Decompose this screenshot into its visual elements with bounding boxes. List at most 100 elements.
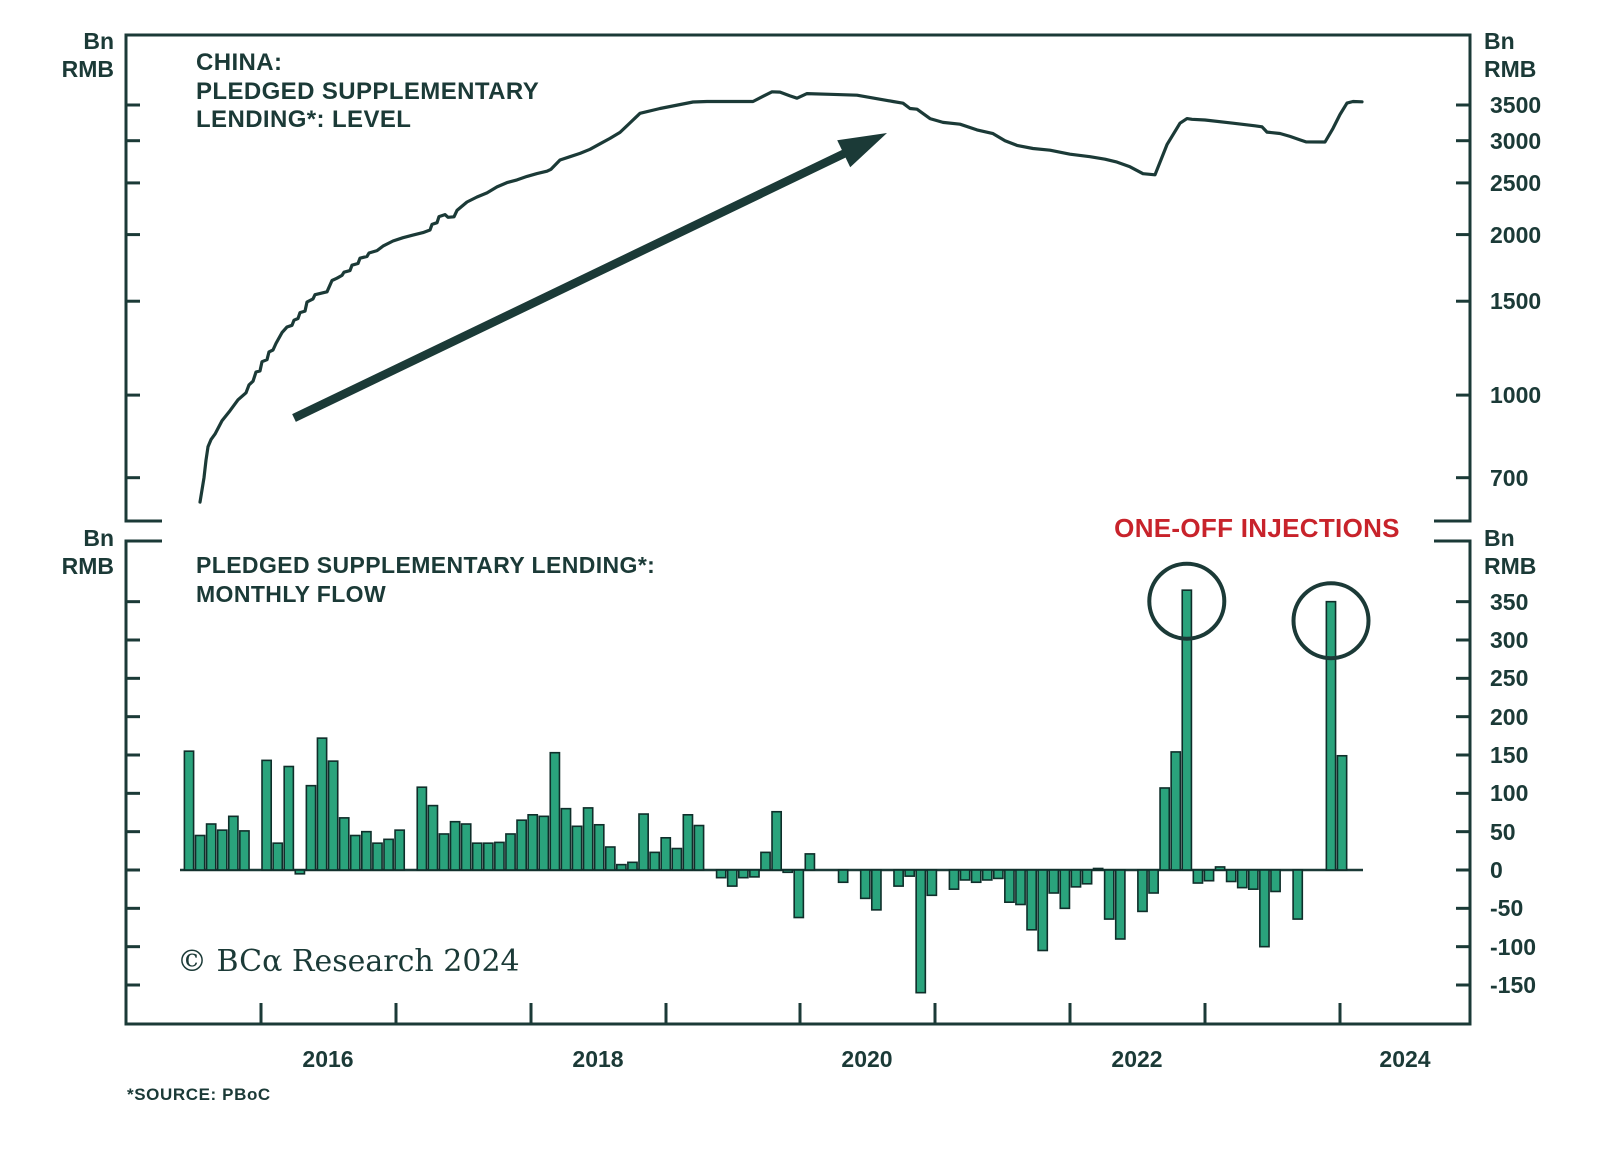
bottom-chart-title-line1: PLEDGED SUPPLEMENTARY LENDING*: [196, 552, 656, 578]
top-left-axis-unit-label: Bn RMB [62, 27, 114, 83]
flow-bar-5 [239, 830, 250, 871]
flow-bar-48 [715, 869, 727, 879]
top-right-ytick-label-2500: 2500 [1490, 169, 1542, 196]
flow-bar-15 [349, 834, 361, 871]
flow-bar-65 [904, 869, 916, 877]
psl-level-line [198, 90, 1364, 504]
flow-bar-97 [1259, 869, 1270, 948]
bottom-right-ytick-label-150: 150 [1490, 742, 1529, 768]
unit-bn: Bn [1484, 28, 1515, 54]
flow-bar-18 [383, 838, 394, 871]
source-text: *SOURCE: PBoC [127, 1085, 271, 1104]
flow-bar-41 [638, 813, 649, 871]
flow-bar-7 [261, 759, 273, 871]
flow-bar-54 [782, 869, 794, 874]
flow-bar-8 [272, 842, 284, 871]
flow-bar-71 [970, 869, 982, 884]
top-right-ytick-label-2000: 2000 [1490, 221, 1542, 248]
flow-bar-83 [1103, 869, 1115, 920]
flow-bar-69 [948, 869, 960, 890]
top-right-ytick-label-1500: 1500 [1490, 288, 1542, 315]
flow-bar-81 [1081, 869, 1093, 885]
flow-bar-32 [538, 815, 550, 871]
bottom-panel-frame [124, 539, 1472, 1026]
flow-bar-98 [1270, 869, 1281, 893]
flow-bar-3 [216, 829, 228, 871]
bottom-chart-title: PLEDGED SUPPLEMENTARY LENDING*: MONTHLY … [196, 551, 655, 609]
top-right-ytick-label-700: 700 [1490, 464, 1529, 491]
flow-bar-70 [959, 869, 971, 881]
flow-bar-95 [1236, 869, 1248, 889]
flow-bar-72 [981, 869, 993, 881]
flow-bar-61 [859, 869, 871, 900]
unit-rmb: RMB [61, 56, 114, 82]
flow-bar-82 [1092, 867, 1104, 871]
one-off-injection-circle-1 [1147, 561, 1227, 641]
flow-bar-12 [316, 737, 328, 871]
flow-bar-53 [771, 810, 783, 871]
flow-bar-87 [1148, 869, 1159, 894]
flow-bar-104 [1336, 754, 1348, 871]
flow-bar-78 [1048, 869, 1060, 894]
flow-bar-94 [1225, 869, 1237, 883]
flow-bar-59 [837, 869, 849, 884]
bottom-right-ytick-label-100: 100 [1490, 780, 1529, 807]
flow-bar-35 [571, 825, 583, 871]
flow-bar-26 [471, 842, 483, 871]
flow-bar-39 [615, 863, 627, 871]
bottom-left-axis-unit-label: Bn RMB [62, 524, 114, 580]
flow-bar-27 [482, 842, 494, 871]
top-chart-title-line3: LENDING*: LEVEL [196, 106, 412, 133]
top-right-ytick-label-1000: 1000 [1490, 382, 1542, 409]
trend-arrow-shaft [292, 148, 850, 422]
top-right-axis-unit-label: Bn RMB [1484, 27, 1536, 83]
bottom-right-ytick-label-350: 350 [1490, 588, 1529, 615]
one-off-injection-circle-2 [1291, 581, 1371, 661]
flow-bar-21 [416, 786, 428, 871]
flow-bar-100 [1292, 869, 1304, 920]
flow-bar-45 [682, 813, 694, 871]
unit-rmb: RMB [1484, 553, 1537, 579]
flow-bar-40 [627, 861, 638, 871]
top-panel-frame [124, 33, 1472, 523]
flow-bar-66 [915, 869, 927, 994]
bottom-right-ytick-label-0: 0 [1490, 857, 1503, 883]
flow-bar-10 [294, 869, 306, 875]
flow-bar-89 [1170, 751, 1182, 871]
top-chart-title-line1: CHINA: [196, 49, 283, 76]
top-right-ytick-label-3500: 3500 [1490, 92, 1542, 118]
flow-bar-93 [1214, 866, 1226, 871]
flow-bar-46 [693, 824, 705, 871]
flow-bar-22 [427, 804, 439, 871]
flow-bar-0 [183, 750, 195, 871]
x-axis-label-2020: 2020 [841, 1046, 893, 1072]
flow-bar-73 [992, 869, 1004, 880]
flow-bar-19 [394, 829, 406, 871]
top-chart-title: CHINA: PLEDGED SUPPLEMENTARY LENDING*: L… [196, 49, 539, 135]
flow-bar-42 [649, 851, 661, 871]
flow-bar-88 [1159, 787, 1171, 871]
flow-bar-103 [1325, 600, 1337, 871]
flow-bar-37 [593, 823, 605, 871]
flow-bar-1 [194, 834, 206, 871]
unit-rmb: RMB [1484, 56, 1537, 82]
flow-bar-75 [1015, 869, 1026, 906]
flow-bar-90 [1181, 589, 1193, 871]
flow-bar-62 [870, 869, 882, 911]
flow-bar-13 [327, 760, 339, 871]
flow-bar-16 [360, 830, 372, 871]
flow-bar-84 [1114, 869, 1126, 940]
flow-bar-23 [438, 833, 450, 871]
flow-bar-31 [527, 813, 539, 871]
flow-bar-51 [749, 869, 760, 878]
unit-bn: Bn [83, 28, 114, 54]
flow-bar-64 [893, 869, 904, 887]
x-axis-label-2024: 2024 [1379, 1046, 1431, 1072]
flow-bar-25 [460, 823, 472, 871]
flow-bar-49 [726, 869, 738, 887]
bottom-right-ytick-label-250: 250 [1490, 665, 1529, 692]
flow-bar-4 [227, 815, 239, 871]
bottom-right-axis-unit-label: Bn RMB [1484, 524, 1536, 580]
flow-bar-33 [549, 751, 561, 871]
